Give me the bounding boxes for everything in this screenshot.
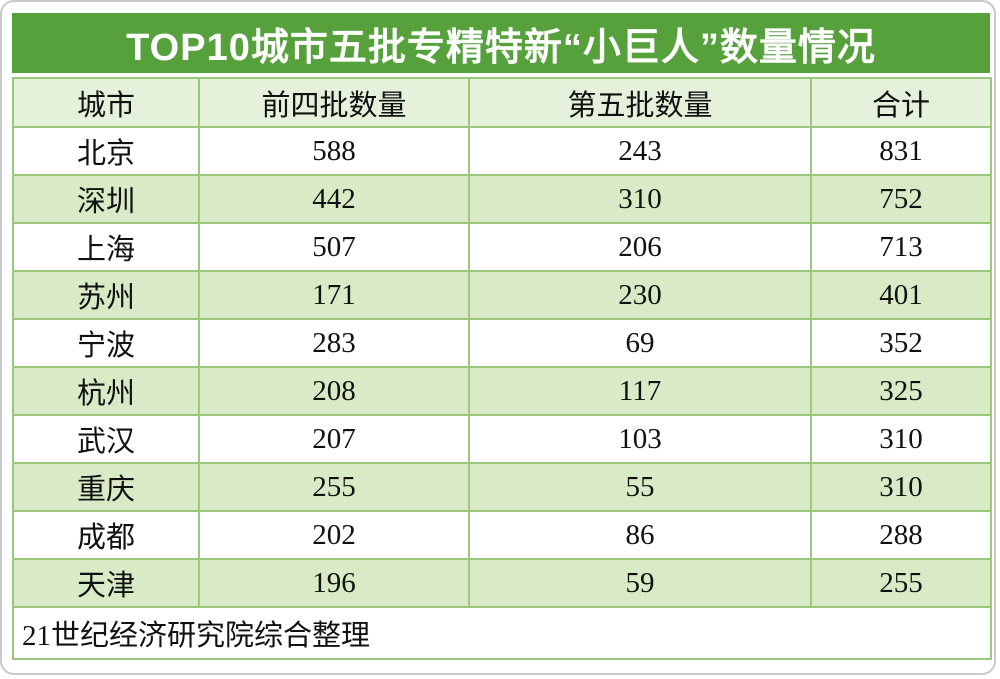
table-row-wuhan: 武汉 207 103 310 — [12, 414, 992, 464]
cell-total: 713 — [810, 222, 992, 272]
table-row-chongqing: 重庆 255 55 310 — [12, 462, 992, 512]
source-note: 21世纪经济研究院综合整理 — [12, 606, 992, 660]
cell-first-four: 202 — [198, 510, 470, 560]
cell-total: 255 — [810, 558, 992, 608]
cell-total: 752 — [810, 174, 992, 224]
cell-first-four: 283 — [198, 318, 470, 368]
top10-little-giants-table-card: TOP10城市五批专精特新“小巨人”数量情况 城市 前四批数量 第五批数量 合计… — [12, 13, 992, 660]
cell-total: 352 — [810, 318, 992, 368]
cell-city: 成都 — [12, 510, 200, 560]
cell-fifth: 86 — [468, 510, 812, 560]
table-row-shanghai: 上海 507 206 713 — [12, 222, 992, 272]
cell-first-four: 196 — [198, 558, 470, 608]
cell-fifth: 310 — [468, 174, 812, 224]
table-row-hangzhou: 杭州 208 117 325 — [12, 366, 992, 416]
column-header-first-four-batches: 前四批数量 — [198, 77, 470, 128]
cell-fifth: 69 — [468, 318, 812, 368]
cell-fifth: 206 — [468, 222, 812, 272]
cell-first-four: 207 — [198, 414, 470, 464]
column-header-fifth-batch: 第五批数量 — [468, 77, 812, 128]
cell-city: 宁波 — [12, 318, 200, 368]
cell-total: 325 — [810, 366, 992, 416]
cell-city: 苏州 — [12, 270, 200, 320]
column-header-total: 合计 — [810, 77, 992, 128]
cell-first-four: 507 — [198, 222, 470, 272]
cell-city: 重庆 — [12, 462, 200, 512]
cell-fifth: 117 — [468, 366, 812, 416]
cell-total: 401 — [810, 270, 992, 320]
cell-first-four: 171 — [198, 270, 470, 320]
table-row-ningbo: 宁波 283 69 352 — [12, 318, 992, 368]
title-divider — [12, 73, 990, 77]
cell-fifth: 59 — [468, 558, 812, 608]
table-row-tianjin: 天津 196 59 255 — [12, 558, 992, 608]
cell-first-four: 208 — [198, 366, 470, 416]
cell-first-four: 588 — [198, 126, 470, 176]
cell-city: 上海 — [12, 222, 200, 272]
table-row-beijing: 北京 588 243 831 — [12, 126, 992, 176]
cell-city: 武汉 — [12, 414, 200, 464]
cell-city: 北京 — [12, 126, 200, 176]
table-title: TOP10城市五批专精特新“小巨人”数量情况 — [12, 13, 990, 73]
cell-city: 杭州 — [12, 366, 200, 416]
cell-first-four: 442 — [198, 174, 470, 224]
cell-fifth: 230 — [468, 270, 812, 320]
cell-first-four: 255 — [198, 462, 470, 512]
table-row-shenzhen: 深圳 442 310 752 — [12, 174, 992, 224]
header-row: 城市 前四批数量 第五批数量 合计 — [12, 77, 992, 128]
column-header-city: 城市 — [12, 77, 200, 128]
cell-total: 310 — [810, 414, 992, 464]
cell-fifth: 55 — [468, 462, 812, 512]
cell-fifth: 103 — [468, 414, 812, 464]
top10-little-giants-table: 城市 前四批数量 第五批数量 合计 北京 588 243 831 深圳 442 … — [12, 77, 992, 660]
cell-total: 288 — [810, 510, 992, 560]
cell-city: 天津 — [12, 558, 200, 608]
cell-total: 310 — [810, 462, 992, 512]
cell-city: 深圳 — [12, 174, 200, 224]
table-row-chengdu: 成都 202 86 288 — [12, 510, 992, 560]
cell-fifth: 243 — [468, 126, 812, 176]
table-row-suzhou: 苏州 171 230 401 — [12, 270, 992, 320]
footer-row: 21世纪经济研究院综合整理 — [12, 606, 992, 660]
cell-total: 831 — [810, 126, 992, 176]
